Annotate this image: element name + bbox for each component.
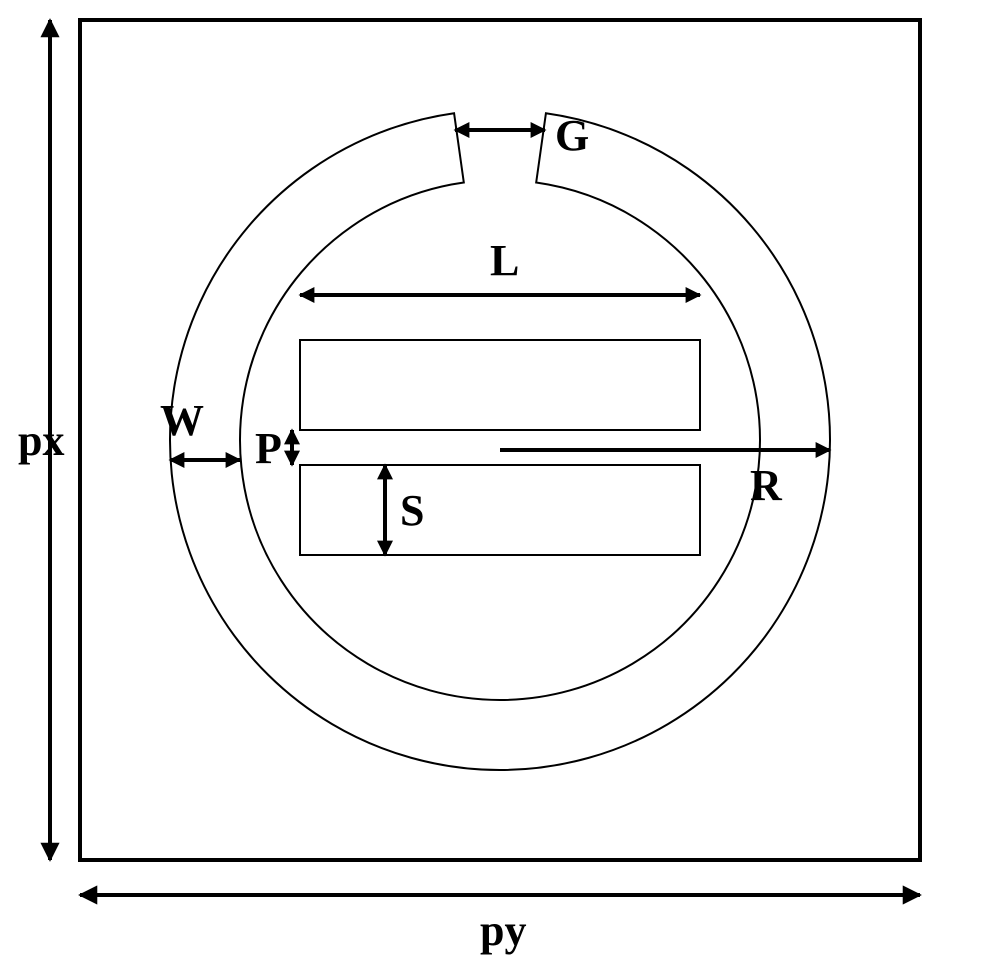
bar-bottom [300,465,700,555]
bar-top [300,340,700,430]
label-py: py [480,906,526,955]
frame-rect [80,20,920,860]
label-G: G [555,111,589,160]
label-W: W [160,396,204,445]
label-P: P [255,424,282,473]
label-px: px [18,416,64,465]
label-R: R [750,461,783,510]
label-S: S [400,486,424,535]
label-L: L [490,236,519,285]
